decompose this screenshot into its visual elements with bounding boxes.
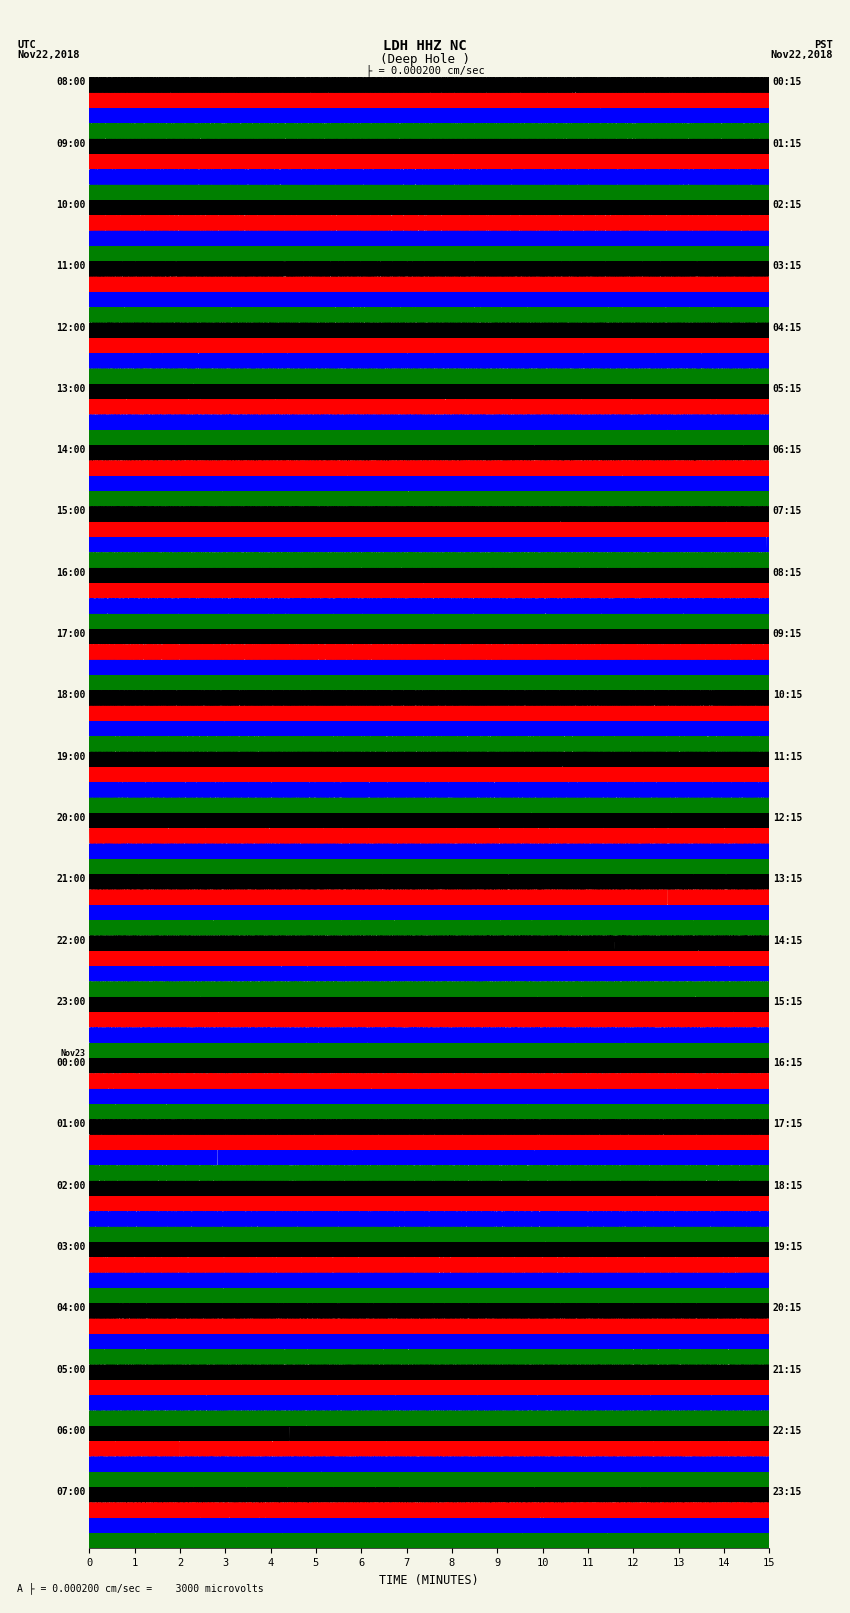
Text: 02:00: 02:00 bbox=[56, 1181, 86, 1190]
Text: 21:15: 21:15 bbox=[773, 1365, 802, 1374]
Text: 16:00: 16:00 bbox=[56, 568, 86, 577]
Text: PST: PST bbox=[814, 40, 833, 50]
Text: 00:00: 00:00 bbox=[56, 1058, 86, 1068]
Text: 08:00: 08:00 bbox=[56, 77, 86, 87]
Text: A ├ = 0.000200 cm/sec =    3000 microvolts: A ├ = 0.000200 cm/sec = 3000 microvolts bbox=[17, 1582, 264, 1594]
Text: 19:15: 19:15 bbox=[773, 1242, 802, 1252]
Text: Nov23: Nov23 bbox=[61, 1048, 86, 1058]
Text: 03:15: 03:15 bbox=[773, 261, 802, 271]
Text: 16:15: 16:15 bbox=[773, 1058, 802, 1068]
Text: 05:00: 05:00 bbox=[56, 1365, 86, 1374]
Text: 19:00: 19:00 bbox=[56, 752, 86, 761]
Text: 21:00: 21:00 bbox=[56, 874, 86, 884]
Text: 04:15: 04:15 bbox=[773, 323, 802, 332]
Text: 02:15: 02:15 bbox=[773, 200, 802, 210]
Text: 06:00: 06:00 bbox=[56, 1426, 86, 1436]
Text: 09:00: 09:00 bbox=[56, 139, 86, 148]
Text: 14:00: 14:00 bbox=[56, 445, 86, 455]
Text: 14:15: 14:15 bbox=[773, 936, 802, 945]
Text: 17:15: 17:15 bbox=[773, 1119, 802, 1129]
Text: 09:15: 09:15 bbox=[773, 629, 802, 639]
Text: 11:00: 11:00 bbox=[56, 261, 86, 271]
Text: 07:15: 07:15 bbox=[773, 506, 802, 516]
Text: 01:00: 01:00 bbox=[56, 1119, 86, 1129]
Text: 03:00: 03:00 bbox=[56, 1242, 86, 1252]
Text: 23:00: 23:00 bbox=[56, 997, 86, 1007]
Text: 18:15: 18:15 bbox=[773, 1181, 802, 1190]
Text: 12:00: 12:00 bbox=[56, 323, 86, 332]
Text: 10:00: 10:00 bbox=[56, 200, 86, 210]
Text: 22:00: 22:00 bbox=[56, 936, 86, 945]
Text: ├ = 0.000200 cm/sec: ├ = 0.000200 cm/sec bbox=[366, 65, 484, 76]
Text: (Deep Hole ): (Deep Hole ) bbox=[380, 53, 470, 66]
Text: 08:15: 08:15 bbox=[773, 568, 802, 577]
X-axis label: TIME (MINUTES): TIME (MINUTES) bbox=[379, 1574, 479, 1587]
Text: UTC: UTC bbox=[17, 40, 36, 50]
Text: 17:00: 17:00 bbox=[56, 629, 86, 639]
Text: Nov22,2018: Nov22,2018 bbox=[17, 50, 80, 60]
Text: 20:00: 20:00 bbox=[56, 813, 86, 823]
Text: LDH HHZ NC: LDH HHZ NC bbox=[383, 39, 467, 53]
Text: 15:15: 15:15 bbox=[773, 997, 802, 1007]
Text: 10:15: 10:15 bbox=[773, 690, 802, 700]
Text: Nov22,2018: Nov22,2018 bbox=[770, 50, 833, 60]
Text: 13:00: 13:00 bbox=[56, 384, 86, 394]
Text: 11:15: 11:15 bbox=[773, 752, 802, 761]
Text: 12:15: 12:15 bbox=[773, 813, 802, 823]
Text: 07:00: 07:00 bbox=[56, 1487, 86, 1497]
Text: 15:00: 15:00 bbox=[56, 506, 86, 516]
Text: 05:15: 05:15 bbox=[773, 384, 802, 394]
Text: 18:00: 18:00 bbox=[56, 690, 86, 700]
Text: 04:00: 04:00 bbox=[56, 1303, 86, 1313]
Text: 00:15: 00:15 bbox=[773, 77, 802, 87]
Text: 20:15: 20:15 bbox=[773, 1303, 802, 1313]
Text: 01:15: 01:15 bbox=[773, 139, 802, 148]
Text: 23:15: 23:15 bbox=[773, 1487, 802, 1497]
Text: 22:15: 22:15 bbox=[773, 1426, 802, 1436]
Text: 06:15: 06:15 bbox=[773, 445, 802, 455]
Text: 13:15: 13:15 bbox=[773, 874, 802, 884]
